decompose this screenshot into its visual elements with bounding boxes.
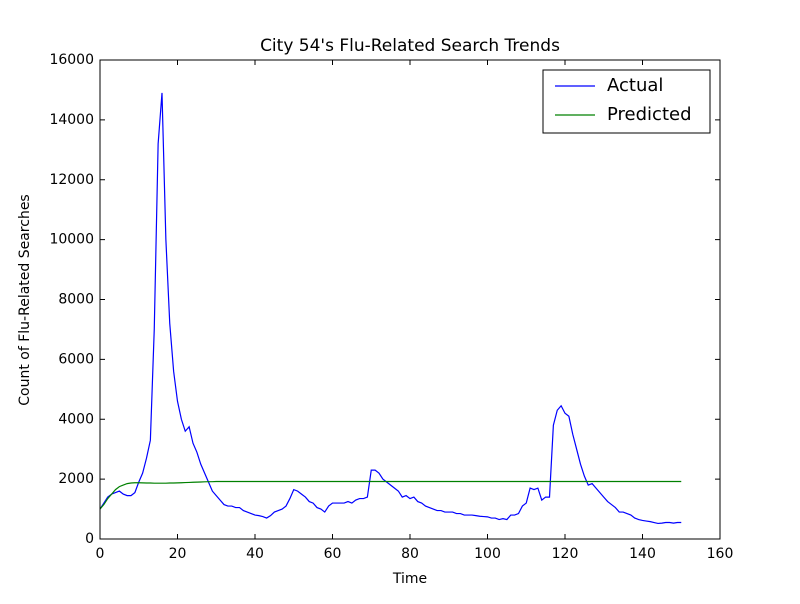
y-tick-label: 8000 — [58, 292, 94, 308]
legend-label: Actual — [607, 75, 663, 96]
x-tick-label: 140 — [629, 546, 656, 562]
x-axis-label: Time — [392, 571, 427, 587]
data-line — [99, 480, 682, 510]
chart-title: City 54's Flu-Related Search Trends — [260, 36, 560, 56]
y-tick-label: 2000 — [58, 471, 94, 487]
x-tick-label: 120 — [552, 546, 579, 562]
x-tick-label: 80 — [401, 546, 419, 562]
y-tick-label: 10000 — [49, 232, 94, 248]
y-axis-label: Count of Flu-Related Searches — [17, 194, 33, 405]
y-tick-label: 4000 — [58, 411, 94, 427]
x-tick-label: 0 — [96, 546, 105, 562]
x-tick-label: 60 — [324, 546, 342, 562]
x-tick-label: 160 — [707, 546, 734, 562]
y-tick-label: 14000 — [49, 112, 94, 128]
y-tick-label: 16000 — [49, 52, 94, 68]
y-tick-label: 6000 — [58, 351, 94, 367]
y-tick-label: 12000 — [49, 172, 94, 188]
data-line — [99, 92, 682, 525]
x-tick-label: 40 — [246, 546, 264, 562]
plot-frame — [99, 59, 721, 540]
x-tick-label: 100 — [474, 546, 501, 562]
legend-label: Predicted — [607, 104, 692, 125]
legend-box — [542, 69, 711, 134]
y-tick-label: 0 — [85, 531, 94, 547]
x-tick-label: 20 — [169, 546, 187, 562]
